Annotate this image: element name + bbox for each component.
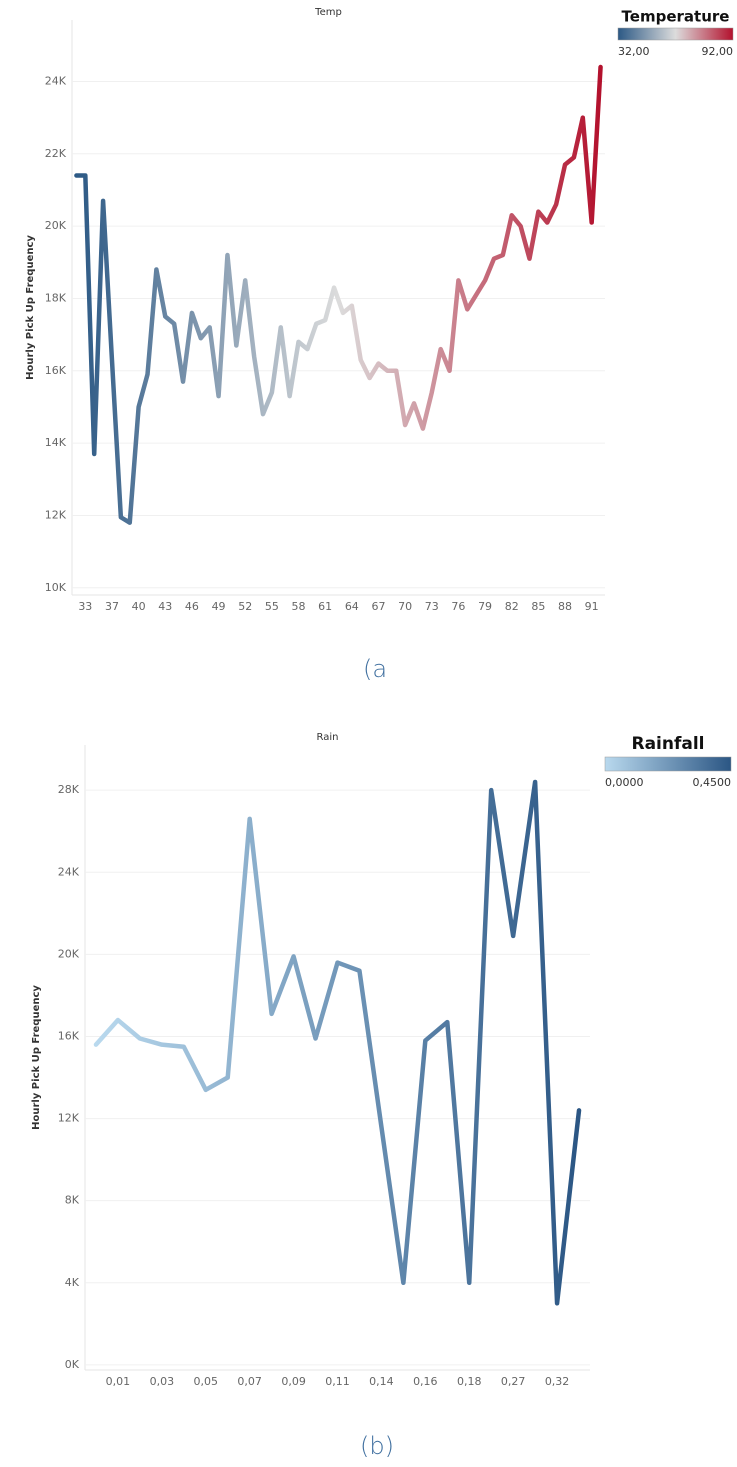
x-tick-label: 85 bbox=[531, 600, 545, 613]
x-tick-label: 0,01 bbox=[106, 1375, 131, 1388]
y-tick-label: 16K bbox=[45, 364, 67, 377]
y-axis-label: Hourly Pick Up Frequency bbox=[31, 985, 42, 1130]
caption: (b) bbox=[360, 1432, 394, 1460]
data-line bbox=[93, 779, 582, 1306]
x-tick-label: 0,05 bbox=[194, 1375, 219, 1388]
y-tick-label: 20K bbox=[58, 947, 80, 960]
x-tick-label: 37 bbox=[105, 600, 119, 613]
y-tick-label: 28K bbox=[58, 783, 80, 796]
y-tick-label: 10K bbox=[45, 581, 67, 594]
x-tick-label: 64 bbox=[345, 600, 359, 613]
x-tick-label: 79 bbox=[478, 600, 492, 613]
x-tick-label: 49 bbox=[212, 600, 226, 613]
legend-label: 92,00 bbox=[702, 45, 734, 58]
x-tick-label: 70 bbox=[398, 600, 412, 613]
x-tick-label: 61 bbox=[318, 600, 332, 613]
x-tick-label: 67 bbox=[371, 600, 385, 613]
x-tick-label: 52 bbox=[238, 600, 252, 613]
y-tick-label: 0K bbox=[65, 1358, 80, 1371]
x-tick-label: 46 bbox=[185, 600, 199, 613]
legend-title: Temperature bbox=[622, 8, 730, 26]
legend-label: 0,4500 bbox=[693, 776, 732, 789]
chart-title: Temp bbox=[314, 7, 342, 18]
y-tick-label: 22K bbox=[45, 147, 67, 160]
y-tick-label: 8K bbox=[65, 1194, 80, 1207]
x-tick-label: 43 bbox=[158, 600, 172, 613]
y-tick-label: 18K bbox=[45, 291, 67, 304]
legend-label: 0,0000 bbox=[605, 776, 644, 789]
x-tick-label: 0,27 bbox=[501, 1375, 526, 1388]
x-tick-label: 73 bbox=[425, 600, 439, 613]
x-tick-label: 0,32 bbox=[545, 1375, 570, 1388]
chart-title: Rain bbox=[317, 732, 339, 743]
y-tick-label: 20K bbox=[45, 219, 67, 232]
y-tick-label: 4K bbox=[65, 1276, 80, 1289]
legend-title: Rainfall bbox=[631, 734, 704, 754]
x-tick-label: 0,14 bbox=[369, 1375, 394, 1388]
x-tick-label: 0,16 bbox=[413, 1375, 438, 1388]
legend-colorbar bbox=[617, 27, 734, 41]
data-line bbox=[74, 64, 603, 525]
x-tick-label: 33 bbox=[78, 600, 92, 613]
y-tick-label: 24K bbox=[58, 865, 80, 878]
x-tick-label: 58 bbox=[292, 600, 306, 613]
x-tick-label: 0,09 bbox=[281, 1375, 306, 1388]
legend-label: 32,00 bbox=[618, 45, 650, 58]
y-tick-label: 12K bbox=[58, 1112, 80, 1125]
x-tick-label: 40 bbox=[132, 600, 146, 613]
x-tick-label: 55 bbox=[265, 600, 279, 613]
y-tick-label: 14K bbox=[45, 436, 67, 449]
caption: (a bbox=[363, 655, 387, 683]
x-tick-label: 91 bbox=[585, 600, 599, 613]
x-tick-label: 82 bbox=[505, 600, 519, 613]
x-tick-label: 0,11 bbox=[325, 1375, 350, 1388]
x-tick-label: 88 bbox=[558, 600, 572, 613]
x-tick-label: 0,07 bbox=[237, 1375, 262, 1388]
x-tick-label: 0,18 bbox=[457, 1375, 482, 1388]
y-tick-label: 12K bbox=[45, 508, 67, 521]
y-tick-label: 24K bbox=[45, 74, 67, 87]
legend-colorbar bbox=[604, 756, 732, 772]
x-tick-label: 0,03 bbox=[150, 1375, 175, 1388]
y-tick-label: 16K bbox=[58, 1029, 80, 1042]
y-axis-label: Hourly Pick Up Frequency bbox=[25, 235, 36, 380]
x-tick-label: 76 bbox=[451, 600, 465, 613]
